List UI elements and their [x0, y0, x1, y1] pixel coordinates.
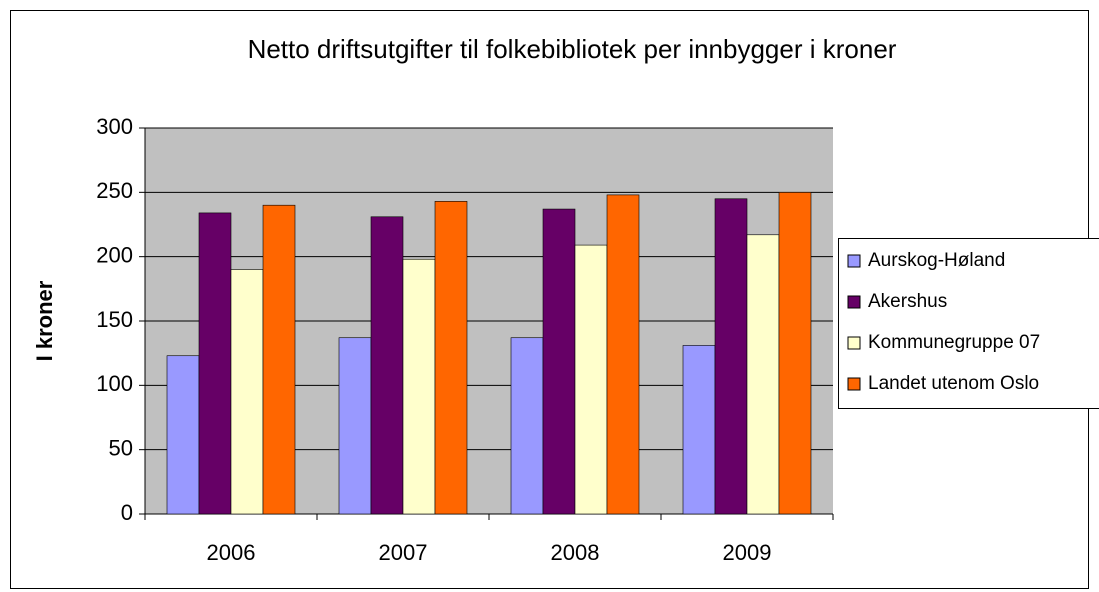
x-tick-label: 2007 [379, 540, 428, 565]
bar [714, 198, 748, 515]
bar [778, 192, 812, 515]
bar [402, 258, 436, 515]
bar [166, 355, 200, 515]
x-tick-label: 2009 [723, 540, 772, 565]
legend-label: Kommunegruppe 07 [868, 332, 1040, 353]
y-tick-label: 200 [96, 242, 133, 267]
bar [574, 244, 608, 515]
y-axis-label: I kroner [32, 280, 57, 361]
bar [370, 216, 404, 515]
bar [262, 204, 296, 515]
bar [606, 194, 640, 515]
y-tick-label: 0 [121, 500, 133, 525]
legend-box [838, 238, 1099, 409]
y-tick-label: 100 [96, 371, 133, 396]
legend-label: Akershus [868, 291, 947, 312]
x-tick-label: 2006 [207, 540, 256, 565]
legend-swatch [847, 336, 861, 350]
bar [338, 337, 372, 515]
bar [510, 337, 544, 515]
bar [230, 269, 264, 515]
bar [542, 208, 576, 515]
y-tick-label: 300 [96, 114, 133, 139]
y-tick-label: 250 [96, 178, 133, 203]
bar [746, 234, 780, 515]
y-tick-label: 50 [109, 435, 133, 460]
legend-swatch [847, 295, 861, 309]
legend-label: Aurskog-Høland [868, 250, 1005, 271]
legend-swatch [847, 254, 861, 268]
legend-swatch [847, 377, 861, 391]
bar [434, 201, 468, 515]
y-tick-label: 150 [96, 307, 133, 332]
x-tick-label: 2008 [551, 540, 600, 565]
bar [682, 345, 716, 515]
chart-title: Netto driftsutgifter til folkebibliotek … [248, 34, 897, 64]
bar [198, 212, 232, 515]
legend-label: Landet utenom Oslo [868, 373, 1039, 394]
